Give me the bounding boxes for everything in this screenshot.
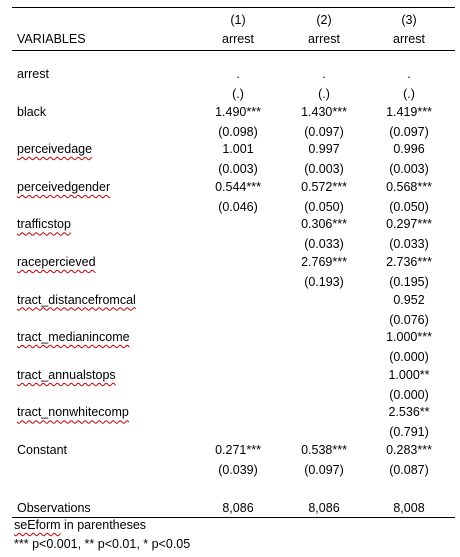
se-cell: (.)	[403, 87, 415, 101]
coef-cell: 0.271***	[215, 443, 261, 457]
observations-1: 8,086	[222, 501, 254, 515]
se-cell: (0.000)	[389, 350, 429, 365]
col-number-3: (3)	[401, 13, 417, 27]
note-se-word: seEform	[14, 518, 61, 532]
coef-cell: 0.568***	[386, 179, 432, 194]
row-label: tract_medianincome	[17, 330, 130, 345]
coef-cell: 0.283***	[386, 443, 432, 457]
se-cell: (0.000)	[389, 387, 429, 402]
coef-cell: 1.000**	[388, 367, 430, 382]
se-cell: (0.076)	[389, 312, 429, 327]
row-label-text: tract_nonwhitecomp	[17, 405, 129, 420]
row-label: Constant	[17, 443, 67, 458]
coef-cell: 0.996	[393, 142, 425, 157]
se-cell: (0.098)	[218, 124, 258, 139]
se-cell: (0.033)	[304, 237, 344, 252]
se-cell: (0.046)	[218, 199, 258, 214]
se-cell: (0.033)	[389, 237, 429, 252]
se-cell: (0.097)	[304, 463, 344, 477]
se-cell: (0.791)	[389, 425, 429, 440]
se-cell: (0.193)	[304, 275, 344, 289]
row-label-text: racepercieved	[17, 255, 96, 269]
se-cell: (0.087)	[389, 463, 429, 477]
row-label: tract_distancefromcal	[17, 293, 136, 308]
row-label-text: trafficstop	[17, 217, 71, 232]
row-label: tract_nonwhitecomp	[17, 405, 129, 420]
coef-cell: .	[407, 67, 411, 81]
coef-cell: 1.000***	[386, 330, 432, 345]
note-standard-errors: seEform in parentheses	[14, 518, 146, 533]
row-label-text: perceivedage	[17, 142, 93, 157]
row-label-text: perceivedgender	[17, 179, 111, 194]
se-cell: (0.050)	[389, 199, 429, 214]
row-label: arrest	[17, 67, 49, 82]
dep-var-2: arrest	[308, 32, 340, 46]
observations-2: 8,086	[308, 501, 340, 515]
coef-cell: 0.306***	[301, 217, 347, 232]
header-rule	[12, 50, 455, 51]
se-cell: (0.097)	[304, 124, 344, 139]
row-label-text: Constant	[17, 443, 68, 457]
se-cell: (.)	[232, 87, 244, 101]
coef-cell: .	[322, 67, 326, 81]
coef-cell: 2.736***	[386, 255, 432, 269]
se-cell: (0.003)	[389, 162, 429, 177]
coef-cell: 0.997	[308, 142, 340, 157]
row-label-text: tract_medianincome	[17, 330, 130, 345]
se-cell: (0.003)	[304, 162, 344, 177]
coef-cell: 0.544***	[215, 179, 261, 194]
coef-cell: 1.490***	[215, 104, 261, 119]
table-top-rule	[12, 7, 455, 8]
dep-var-1: arrest	[222, 32, 254, 46]
row-label: perceivedage	[17, 142, 92, 157]
coef-cell: .	[236, 67, 240, 81]
row-label: black	[17, 105, 46, 120]
row-label: trafficstop	[17, 217, 71, 232]
row-label-text: tract_annualstops	[17, 367, 116, 382]
coef-cell: 0.952	[393, 292, 425, 307]
se-cell: (0.195)	[389, 275, 429, 289]
coef-cell: 2.769***	[301, 255, 347, 269]
coef-cell: 0.572***	[301, 179, 347, 194]
se-cell: (.)	[318, 87, 330, 101]
se-cell: (0.097)	[389, 124, 429, 139]
se-cell: (0.039)	[218, 463, 258, 477]
variables-header: VARIABLES	[17, 32, 86, 46]
row-label-text: tract_distancefromcal	[17, 292, 136, 307]
col-number-2: (2)	[316, 13, 332, 27]
se-cell: (0.050)	[304, 199, 344, 214]
observations-3: 8,008	[393, 501, 425, 515]
coef-cell: 1.419***	[386, 104, 432, 119]
se-cell: (0.003)	[218, 162, 258, 177]
coef-cell: 1.001	[222, 142, 254, 157]
dep-var-3: arrest	[393, 32, 425, 46]
coef-cell: 2.536**	[388, 405, 430, 420]
row-label: perceivedgender	[17, 180, 110, 195]
col-number-1: (1)	[230, 13, 246, 27]
row-label-text: arrest	[17, 67, 49, 81]
row-label-text: black	[17, 104, 47, 119]
row-label: tract_annualstops	[17, 368, 116, 383]
row-label: racepercieved	[17, 255, 96, 270]
table-bottom-rule	[12, 517, 455, 518]
coef-cell: 0.297***	[386, 217, 432, 232]
coef-cell: 1.430***	[301, 104, 347, 119]
note-significance: *** p<0.001, ** p<0.01, * p<0.05	[14, 537, 191, 551]
coef-cell: 0.538***	[301, 443, 347, 457]
observations-label: Observations	[17, 501, 91, 515]
note-se-rest: in parentheses	[60, 518, 147, 532]
